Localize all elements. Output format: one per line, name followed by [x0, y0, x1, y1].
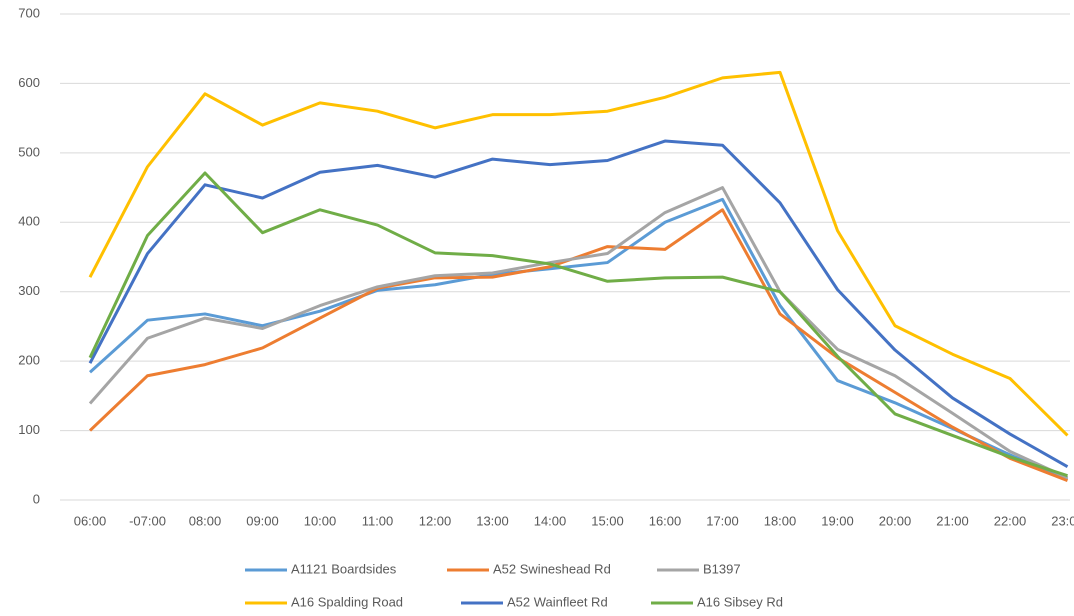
x-tick-label: 11:00 — [362, 513, 394, 528]
x-tick-label: 18:00 — [764, 513, 797, 528]
series-line — [88, 70, 1069, 437]
legend-label: A16 Sibsey Rd — [697, 594, 783, 609]
x-tick-label: 12:00 — [419, 513, 452, 528]
y-tick-label: 700 — [18, 5, 40, 20]
y-tick-label: 500 — [18, 144, 40, 159]
x-tick-label: -07:00 — [129, 513, 166, 528]
series-line — [88, 186, 1069, 480]
x-tick-label: 19:00 — [821, 513, 854, 528]
legend-label: A1121 Boardsides — [291, 561, 397, 576]
y-tick-label: 300 — [18, 283, 40, 298]
y-tick-label: 0 — [33, 491, 40, 506]
x-tick-label: 21:00 — [936, 513, 969, 528]
x-tick-label: 17:00 — [706, 513, 739, 528]
legend-label: A52 Swineshead Rd — [493, 561, 611, 576]
x-tick-label: 15:00 — [591, 513, 624, 528]
x-tick-label: 20:00 — [879, 513, 912, 528]
x-tick-label: 09:00 — [246, 513, 279, 528]
x-tick-label: 08:00 — [189, 513, 222, 528]
series-line — [88, 208, 1069, 482]
x-tick-label: 22:00 — [994, 513, 1027, 528]
legend-label: B1397 — [703, 561, 741, 576]
legend-label: A52 Wainfleet Rd — [507, 594, 608, 609]
legend-label: A16 Spalding Road — [291, 594, 403, 609]
x-tick-label: 14:00 — [534, 513, 567, 528]
x-tick-label: 06:00 — [74, 513, 107, 528]
x-tick-label: 10:00 — [304, 513, 337, 528]
y-tick-label: 100 — [18, 422, 40, 437]
series-line — [88, 197, 1069, 481]
y-tick-label: 200 — [18, 353, 40, 368]
series-line — [88, 171, 1068, 478]
y-tick-label: 600 — [18, 75, 40, 90]
y-tick-label: 400 — [18, 214, 40, 229]
x-tick-label: 16:00 — [649, 513, 682, 528]
x-tick-label: 23:00 — [1051, 513, 1074, 528]
x-tick-label: 13:00 — [476, 513, 509, 528]
series-line — [88, 139, 1069, 468]
